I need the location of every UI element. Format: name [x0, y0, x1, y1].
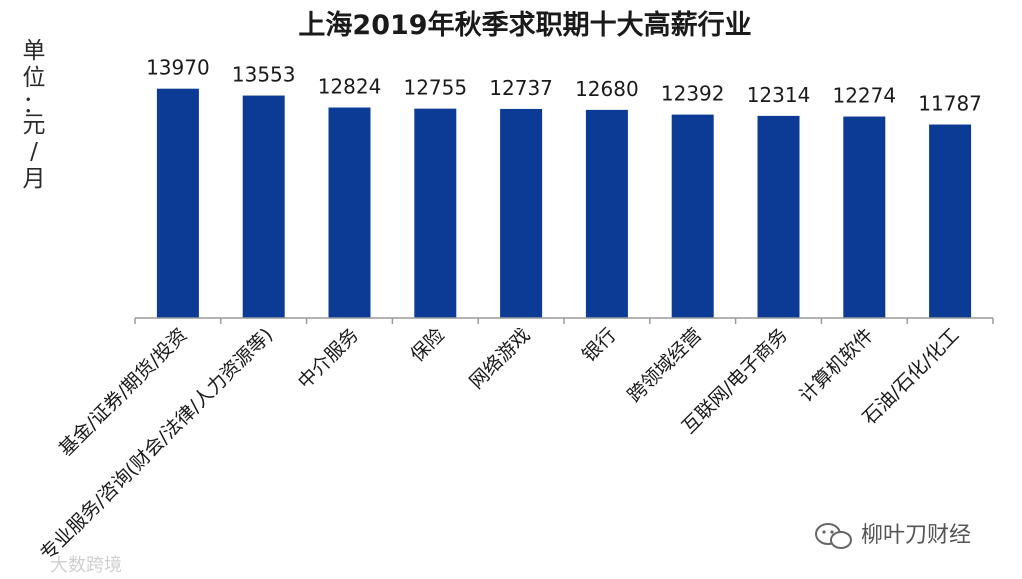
watermark-left-text: 大数跨境 — [50, 555, 122, 576]
bar — [929, 124, 972, 318]
bars-layer — [156, 88, 972, 319]
wechat-icon — [815, 523, 852, 549]
unit-label-char: 月 — [23, 166, 46, 192]
data-label: 13970 — [146, 56, 210, 80]
category-label: 网络游戏 — [465, 324, 534, 393]
data-label: 12824 — [318, 75, 382, 99]
data-label: 12392 — [661, 82, 725, 106]
category-label: 计算机软件 — [795, 324, 878, 407]
data-label: 13553 — [232, 63, 296, 87]
bar — [156, 88, 199, 318]
category-label: 保险 — [406, 324, 448, 366]
data-label: 12755 — [403, 76, 467, 100]
value-labels-layer: 13970 13553 12824 12755 12737 12680 12392 12314… — [146, 56, 982, 116]
unit-label: 单位：元/月 — [23, 38, 46, 192]
unit-label-char: 元 — [23, 112, 46, 138]
category-label: 跨领域经营 — [623, 324, 706, 407]
unit-label-char: 位 — [23, 65, 46, 91]
watermark: 柳叶刀财经 — [815, 523, 971, 549]
bar — [328, 107, 371, 318]
data-label: 11787 — [918, 92, 982, 116]
chart-title: 上海2019年秋季求职期十大高薪行业 — [298, 9, 751, 41]
unit-label-char: ： — [23, 92, 46, 118]
x-axis-ticks — [134, 318, 994, 324]
data-label: 12680 — [575, 77, 639, 101]
watermark-text: 柳叶刀财经 — [861, 523, 971, 548]
bar — [500, 108, 543, 318]
data-label: 12737 — [489, 76, 553, 100]
bar — [414, 108, 457, 319]
category-label: 中介服务 — [294, 324, 363, 393]
unit-label-char: / — [30, 139, 38, 165]
bar — [671, 114, 714, 318]
data-label: 12274 — [832, 84, 896, 108]
category-label: 银行 — [578, 324, 620, 366]
data-label: 12314 — [747, 83, 811, 107]
bar — [585, 109, 628, 318]
unit-label-char: 单 — [23, 38, 46, 64]
bar — [242, 95, 285, 319]
bar — [757, 115, 800, 318]
bar — [843, 116, 886, 318]
